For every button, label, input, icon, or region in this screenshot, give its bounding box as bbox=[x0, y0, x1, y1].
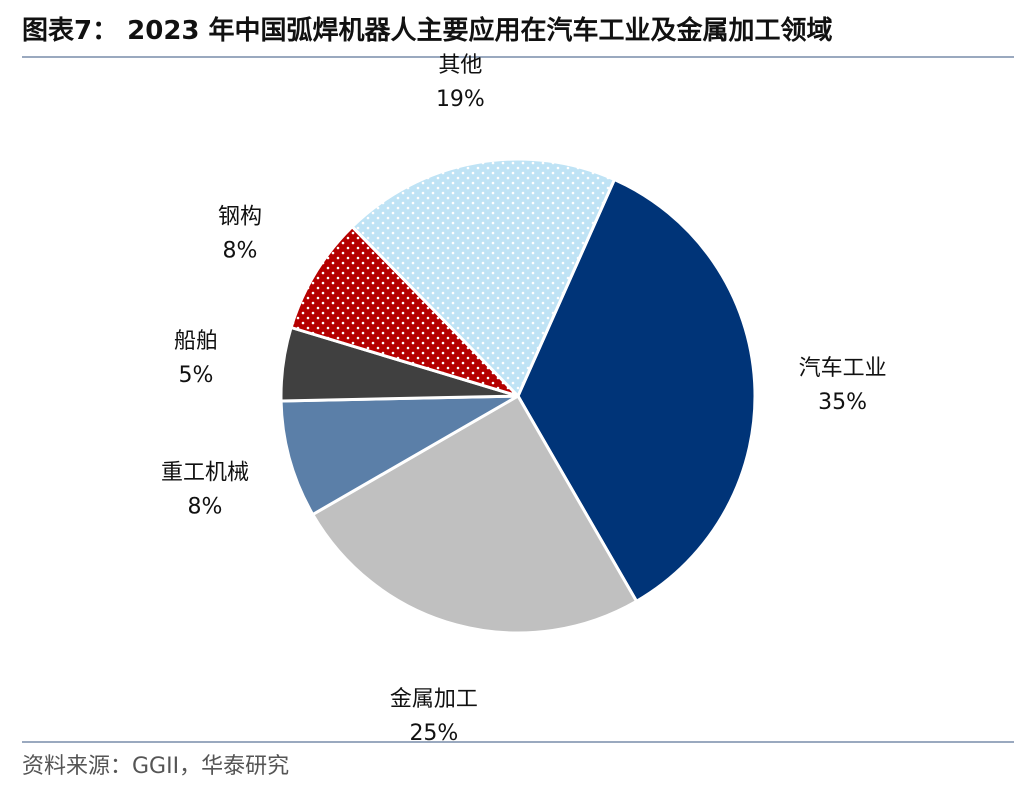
slice-category-label-2: 金属加工 bbox=[390, 687, 478, 712]
pie-slice-2 bbox=[311, 394, 638, 635]
pie-slices bbox=[279, 157, 757, 635]
chart-title: 图表7： 2023 年中国弧焊机器人主要应用在汽车工业及金属加工领域 bbox=[22, 16, 833, 46]
slice-category-label-1: 汽车工业 bbox=[799, 356, 887, 381]
source-divider bbox=[22, 741, 1014, 743]
slice-value-label-5: 8% bbox=[223, 239, 258, 264]
slice-category-label-6: 其他 bbox=[438, 53, 482, 78]
source-note: 资料来源：GGII，华泰研究 bbox=[22, 754, 290, 779]
slice-value-label-3: 8% bbox=[188, 494, 223, 519]
pie-slice-pattern-5 bbox=[291, 226, 518, 396]
slice-value-label-6: 19% bbox=[436, 87, 485, 112]
slice-category-label-3: 重工机械 bbox=[161, 460, 249, 485]
slice-value-label-4: 5% bbox=[179, 363, 214, 388]
title-divider bbox=[22, 56, 1014, 58]
pie-slice-pattern-6 bbox=[352, 158, 615, 396]
pie-slice-3 bbox=[279, 394, 520, 516]
slice-category-label-5: 钢构 bbox=[218, 205, 262, 230]
slice-category-label-4: 船舶 bbox=[174, 329, 218, 354]
slice-value-label-1: 35% bbox=[818, 390, 867, 415]
